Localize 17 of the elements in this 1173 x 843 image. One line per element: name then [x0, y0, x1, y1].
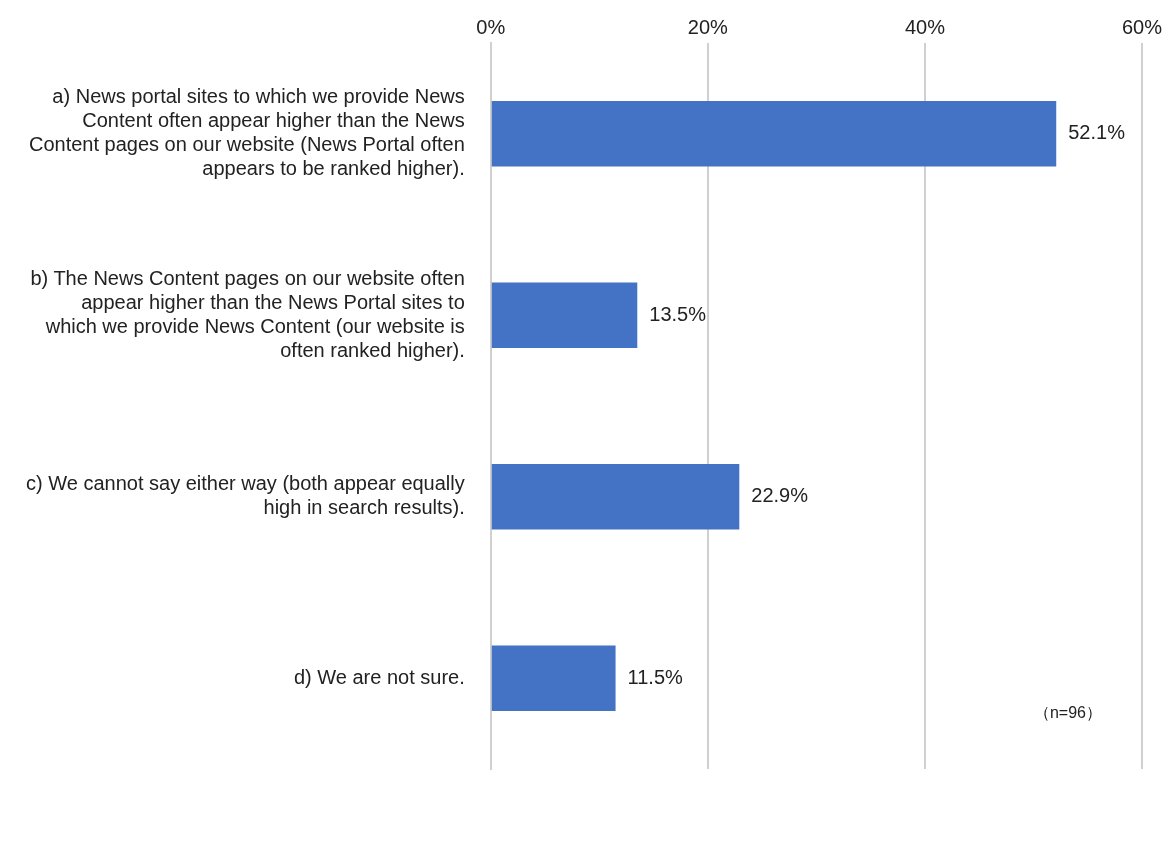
- bar: [491, 464, 740, 530]
- data-label: 52.1%: [1068, 121, 1126, 144]
- y-tick-label: b) The News Content pages on our website often appear higher than the News Portal sites to which we provide News Content (our website is often ranked higher).: [30, 266, 465, 361]
- data-label: 13.5%: [649, 302, 707, 325]
- y-tick-label: d) We are not sure.: [293, 665, 465, 688]
- x-tick-label: 20%: [687, 15, 729, 38]
- annotation: （n=96）: [1033, 704, 1102, 722]
- y-tick-label: a) News portal sites to which we provide News Content often appear higher than the News Content pages on our website (News Portal often appears to be ranked higher).: [28, 85, 465, 180]
- x-tick-label: 60%: [1121, 15, 1163, 38]
- data-label: 11.5%: [627, 665, 684, 688]
- bar: [491, 282, 638, 348]
- bar: [491, 645, 616, 711]
- y-tick-label: c) We cannot say either way (both appear equally high in search results).: [25, 472, 465, 519]
- bar: [491, 101, 1057, 167]
- x-tick-label: 0%: [476, 15, 506, 38]
- x-tick-label: 40%: [904, 15, 946, 38]
- data-label: 22.9%: [751, 484, 809, 507]
